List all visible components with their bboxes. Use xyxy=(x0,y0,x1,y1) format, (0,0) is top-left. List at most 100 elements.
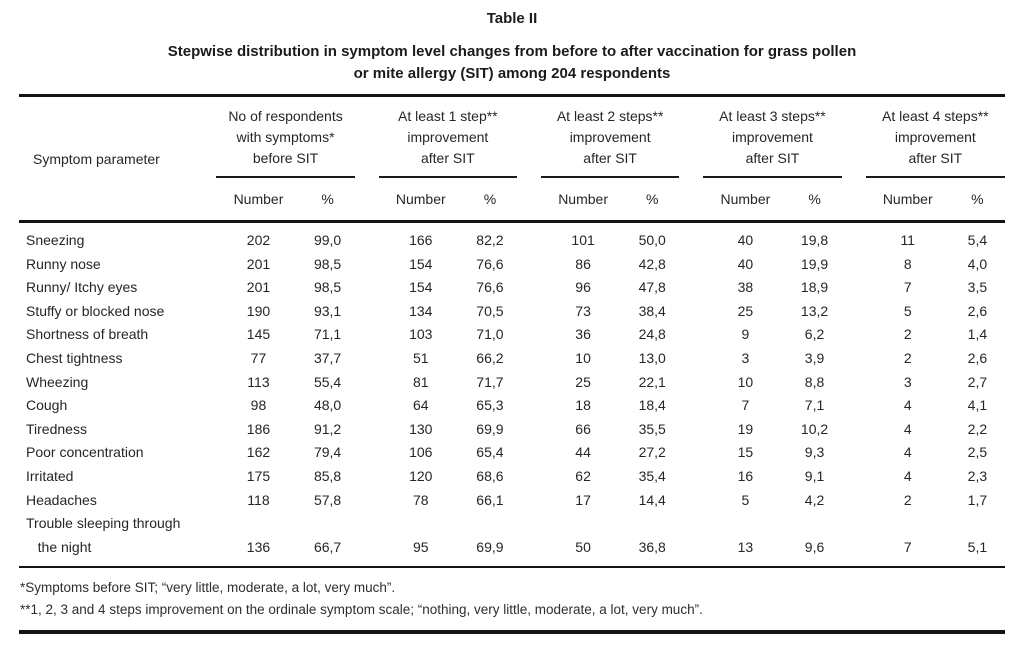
number-value: 13 xyxy=(737,538,754,555)
number-value: 10 xyxy=(575,349,591,366)
percent-value: 2,6 xyxy=(967,302,988,319)
column-spacer xyxy=(517,347,541,371)
column-spacer xyxy=(842,276,866,300)
percent-value: 91,2 xyxy=(313,420,342,437)
group-header-row: Symptom parameter No of respondents with… xyxy=(19,95,1005,223)
percent-value: 71,0 xyxy=(476,326,504,343)
percent-value: 22,1 xyxy=(638,373,666,390)
column-spacer xyxy=(842,465,866,489)
number-value: 103 xyxy=(409,326,433,343)
percent-value: 65,3 xyxy=(476,397,504,414)
number-value: 8 xyxy=(903,255,912,272)
percent-value: 35,5 xyxy=(638,420,666,437)
number-value: 40 xyxy=(737,255,754,272)
percent-value: 98,5 xyxy=(313,255,342,272)
number-value: 101 xyxy=(571,232,595,248)
column-spacer xyxy=(517,489,541,513)
number-value: 2 xyxy=(903,349,912,366)
column-spacer xyxy=(354,95,379,223)
footnote-steps-scale: **1, 2, 3 and 4 steps improvement on the… xyxy=(20,601,703,617)
number-column-header: Number xyxy=(216,178,301,223)
column-spacer xyxy=(355,323,379,347)
number-value: 81 xyxy=(412,373,429,390)
percent-value: 48,0 xyxy=(313,397,342,414)
column-spacer xyxy=(679,95,704,223)
number-value: 154 xyxy=(409,255,433,272)
percent-value: 3,5 xyxy=(967,279,988,296)
symptom-label: Wheezing xyxy=(26,373,89,390)
percent-value: 7,1 xyxy=(804,397,825,414)
column-spacer xyxy=(517,465,541,489)
percent-value: 2,3 xyxy=(967,467,988,484)
column-spacer xyxy=(842,418,866,442)
number-value: 190 xyxy=(246,302,271,319)
number-value: 50 xyxy=(575,538,591,555)
symptom-label: Tiredness xyxy=(26,420,87,437)
column-spacer xyxy=(355,222,379,253)
number-value: 3 xyxy=(741,349,750,366)
symptom-label: Runny nose xyxy=(26,255,101,272)
column-spacer xyxy=(355,512,379,567)
percent-value: 18,4 xyxy=(638,397,666,414)
percent-value: 66,7 xyxy=(313,538,342,555)
number-value: 36 xyxy=(575,326,591,343)
number-value: 5 xyxy=(903,302,912,319)
number-value: 106 xyxy=(409,444,433,461)
table-body: Sneezing 202 99,0 166 82,2 101 50,0 40 19,8 11 5,4… xyxy=(19,222,1005,568)
group-header-before-sit: No of respondents with symptoms* before … xyxy=(216,96,355,178)
number-value: 38 xyxy=(737,279,754,296)
table-row: Shortness of breath 145 71,1 103 71,0 36 24,8 9… xyxy=(19,323,1005,347)
percent-value: 70,5 xyxy=(476,302,504,319)
number-value: 62 xyxy=(575,467,591,484)
footnote-symptoms-before-sit: *Symptoms before SIT; “very little, mode… xyxy=(20,580,396,596)
percent-value: 2,2 xyxy=(967,420,988,437)
column-spacer xyxy=(517,512,541,567)
percent-value: 27,2 xyxy=(638,444,666,461)
percent-column-header: % xyxy=(949,178,1005,223)
column-spacer xyxy=(355,418,379,442)
column-spacer xyxy=(679,222,703,253)
percent-value: 3,9 xyxy=(804,349,825,366)
number-value: 118 xyxy=(247,491,270,508)
number-value: 136 xyxy=(246,538,271,555)
column-spacer xyxy=(517,222,541,253)
number-column-header: Number xyxy=(865,178,950,223)
number-value: 64 xyxy=(412,397,429,414)
percent-value: 2,5 xyxy=(967,444,988,461)
percent-value: 71,1 xyxy=(313,326,342,343)
percent-value: 9,6 xyxy=(804,538,825,555)
percent-value: 71,7 xyxy=(476,373,504,390)
number-value: 175 xyxy=(246,467,271,484)
column-spacer xyxy=(679,371,703,395)
column-spacer xyxy=(679,512,703,567)
column-spacer xyxy=(679,347,703,371)
number-value: 113 xyxy=(247,373,270,390)
sub-header-row: Number % Number % Number % Number % Numb… xyxy=(19,178,1005,223)
table-row: Sneezing 202 99,0 166 82,2 101 50,0 40 19,8 11 5,4 xyxy=(19,222,1005,253)
number-value: 4 xyxy=(903,467,912,484)
number-column-header: Number xyxy=(703,178,788,223)
table-header: Symptom parameter No of respondents with… xyxy=(19,95,1005,223)
table-caption: Stepwise distribution in symptom level c… xyxy=(167,43,857,82)
number-value: 86 xyxy=(575,255,591,272)
number-value: 25 xyxy=(737,302,754,319)
number-value: 78 xyxy=(412,491,429,508)
column-spacer xyxy=(842,371,866,395)
number-value: 4 xyxy=(903,444,912,461)
symptom-label: Trouble sleeping through the night xyxy=(26,515,181,555)
percent-value: 18,9 xyxy=(800,279,829,296)
column-spacer xyxy=(355,300,379,324)
group-header-text: At least 3 steps** improvement after SIT xyxy=(703,106,842,178)
number-value: 95 xyxy=(412,538,429,555)
percent-value: 79,4 xyxy=(313,444,342,461)
symptom-label: Runny/ Itchy eyes xyxy=(26,279,138,296)
percent-column-header: % xyxy=(625,178,680,223)
percent-value: 38,4 xyxy=(638,302,666,319)
number-value: 44 xyxy=(575,444,591,461)
number-value: 3 xyxy=(903,373,912,390)
number-value: 5 xyxy=(741,491,750,508)
table-row: Trouble sleeping through the night 136 66,… xyxy=(19,512,1005,567)
column-spacer xyxy=(842,323,866,347)
percent-value: 19,8 xyxy=(800,232,829,248)
number-value: 4 xyxy=(903,397,912,414)
